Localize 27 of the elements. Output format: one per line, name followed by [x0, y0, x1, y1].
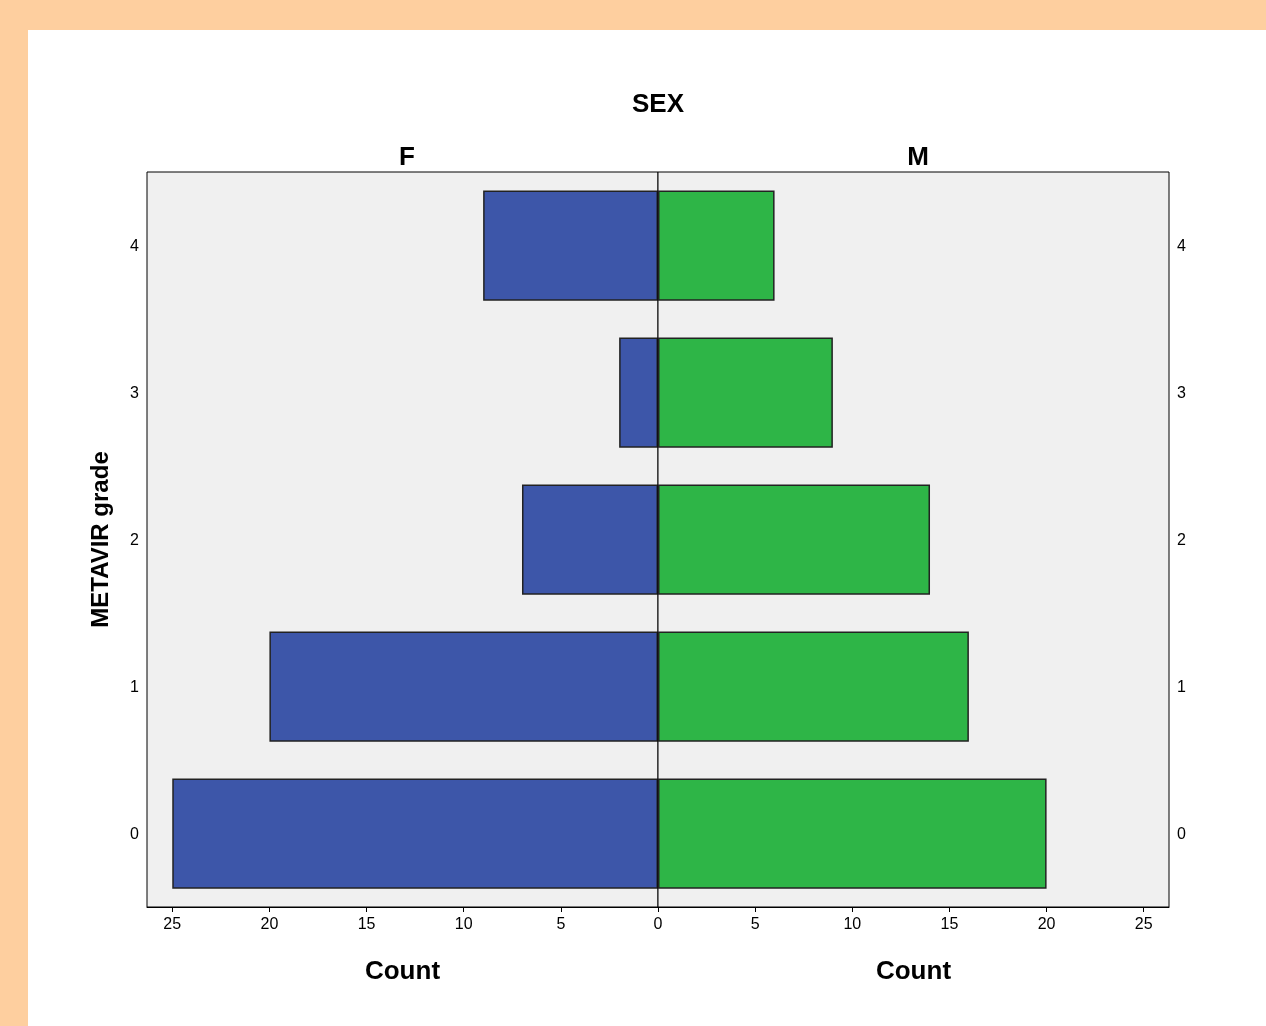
y-tick-label: 3 — [1177, 384, 1186, 401]
x-tick-label: 15 — [357, 914, 376, 932]
chart-subtitle: F — [399, 141, 415, 171]
y-axis-title: METAVIR grade — [85, 451, 113, 628]
chart-subtitle: M — [907, 141, 929, 171]
y-tick-label: 4 — [1177, 237, 1186, 254]
chart-title: SEX — [631, 88, 685, 119]
x-tick-label: 20 — [260, 914, 279, 932]
x-tick-label: 10 — [454, 914, 473, 932]
y-tick-label: 2 — [1177, 531, 1186, 548]
x-tick-label: 10 — [843, 914, 862, 932]
x-tick-label: 25 — [1134, 914, 1153, 932]
x-tick-label: 0 — [653, 914, 663, 932]
x-tick-label: 5 — [750, 914, 760, 932]
y-tick-label: 0 — [1177, 825, 1186, 842]
x-axis-title: Count — [875, 955, 952, 985]
y-tick-label: 0 — [130, 825, 140, 842]
y-tick-label: 4 — [130, 237, 140, 254]
y-tick-label: 2 — [130, 531, 140, 548]
x-tick-label: 20 — [1037, 914, 1056, 932]
x-tick-label: 15 — [940, 914, 959, 932]
y-tick-label: 1 — [130, 678, 140, 695]
y-tick-label: 3 — [130, 384, 140, 401]
x-tick-label: 25 — [163, 914, 182, 932]
x-tick-label: 5 — [556, 914, 566, 932]
y-tick-label: 1 — [1177, 678, 1186, 695]
x-axis-title: Count — [364, 955, 441, 985]
